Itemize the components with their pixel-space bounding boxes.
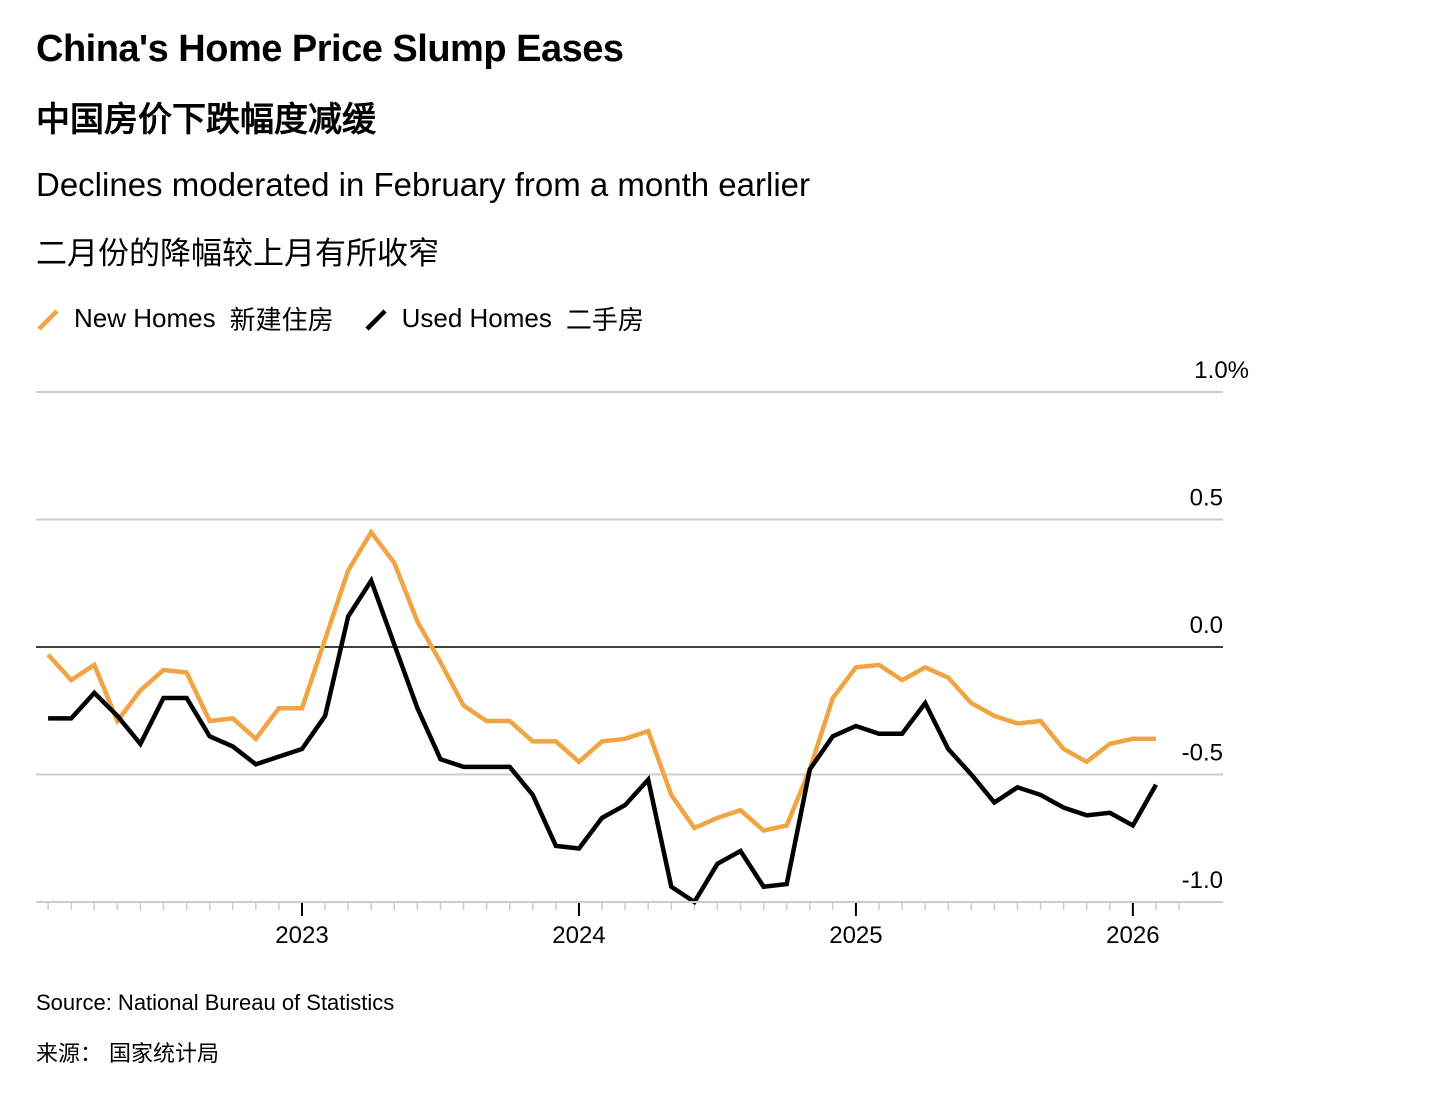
y-tick-label: -1.0	[1182, 867, 1223, 894]
x-tick-label: 2023	[275, 922, 328, 949]
x-tick-label: 2025	[829, 922, 882, 949]
y-tick-label: 0.0	[1190, 612, 1223, 639]
chart-subtitle: Declines moderated in February from a mo…	[36, 166, 811, 203]
series-line-new-homes	[46, 528, 1156, 834]
series-line-used-homes	[48, 575, 1158, 906]
legend-label-zh: 二手房	[565, 306, 644, 336]
x-tick-label: 2026	[1106, 922, 1159, 949]
y-tick-label: 0.5	[1190, 485, 1223, 512]
legend-label: Used Homes	[401, 303, 552, 333]
y-tick-label: -0.5	[1182, 740, 1223, 767]
legend-item-new-homes: New Homes 新建住房	[36, 300, 334, 337]
legend-item-used-homes: Used Homes 二手房	[364, 300, 644, 337]
x-tick-label: 2024	[552, 922, 605, 949]
chart-subtitle-zh: 二月份的降幅较上月有所收窄	[36, 236, 439, 272]
source-note: Source: National Bureau of Statistics	[36, 990, 395, 1015]
chart-title: China's Home Price Slump Eases	[36, 28, 624, 70]
legend-label-zh: 新建住房	[229, 306, 334, 336]
chart-title-zh: 中国房价下跌幅度减缓	[36, 100, 376, 140]
y-tick-label: 1.0%	[1194, 357, 1249, 384]
slash-line-icon	[37, 308, 59, 331]
slash-line-icon	[365, 308, 387, 331]
source-note-zh: 来源： 国家统计局	[36, 1042, 219, 1067]
legend-label: New Homes	[74, 303, 216, 333]
legend: New Homes 新建住房 Used Homes 二手房	[36, 300, 674, 337]
